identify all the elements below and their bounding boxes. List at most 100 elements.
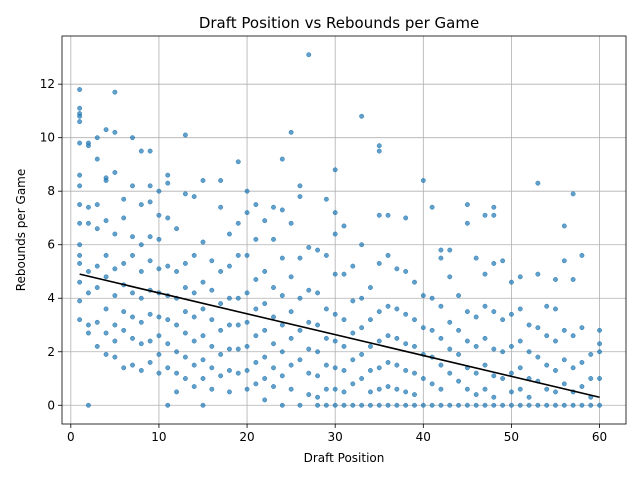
x-tick-label: 40 — [416, 430, 431, 444]
data-point — [491, 204, 497, 210]
data-point — [403, 269, 409, 274]
data-point — [156, 212, 162, 218]
data-point — [262, 218, 268, 224]
data-point — [253, 277, 259, 282]
data-point — [77, 252, 83, 258]
data-point — [182, 354, 188, 360]
data-point — [376, 338, 382, 344]
data-point — [209, 343, 215, 349]
data-point — [77, 172, 83, 178]
data-point — [112, 322, 118, 328]
data-point — [218, 301, 224, 307]
data-point — [482, 303, 488, 309]
data-point — [420, 376, 426, 381]
data-point — [94, 263, 100, 269]
data-point — [447, 346, 453, 352]
data-point — [332, 365, 338, 371]
data-point — [156, 236, 162, 242]
data-point — [174, 389, 180, 395]
data-point — [359, 325, 365, 331]
data-point — [561, 327, 567, 333]
data-point — [420, 325, 426, 331]
data-point — [253, 381, 259, 387]
data-point — [394, 386, 400, 392]
y-axis-label: Rebounds per Game — [14, 169, 28, 292]
data-point — [359, 402, 365, 408]
data-point — [323, 306, 329, 312]
data-point — [376, 212, 382, 218]
data-point — [526, 402, 532, 408]
data-point — [165, 263, 171, 269]
data-point — [394, 402, 400, 408]
data-point — [182, 330, 188, 336]
data-point — [332, 231, 338, 237]
data-point — [235, 346, 241, 352]
data-point — [456, 402, 462, 408]
data-point — [244, 252, 250, 258]
data-point — [544, 386, 550, 392]
data-point — [297, 255, 303, 261]
data-point — [165, 402, 171, 408]
data-point — [94, 343, 100, 349]
data-point — [147, 311, 153, 317]
data-point — [367, 389, 373, 395]
data-point — [429, 295, 435, 301]
data-point — [553, 338, 558, 344]
data-point — [332, 311, 338, 317]
data-point — [156, 351, 162, 357]
data-point — [306, 319, 312, 325]
data-point — [517, 306, 523, 312]
data-point — [376, 260, 382, 266]
data-point — [218, 204, 224, 210]
data-point — [262, 376, 268, 381]
data-point — [235, 322, 241, 328]
data-point — [103, 330, 109, 336]
data-point — [200, 357, 206, 363]
y-axis-ticks: 0 2 4 6 8 10 12 — [40, 77, 62, 412]
data-point — [376, 148, 382, 154]
data-point — [288, 220, 294, 226]
data-point — [130, 335, 135, 341]
data-point — [156, 370, 162, 376]
data-point — [209, 258, 215, 264]
data-point — [597, 376, 603, 381]
data-point — [165, 215, 171, 221]
data-point — [165, 172, 171, 178]
data-point — [350, 381, 356, 387]
data-point — [209, 386, 215, 392]
data-point — [85, 204, 91, 210]
data-point — [226, 368, 232, 373]
data-point — [456, 351, 462, 357]
data-point — [341, 343, 347, 349]
data-point — [544, 303, 550, 309]
data-point — [315, 322, 321, 328]
data-point — [77, 317, 83, 323]
data-point — [94, 156, 100, 162]
data-point — [77, 140, 83, 146]
data-point — [165, 180, 171, 186]
data-point — [253, 333, 259, 339]
data-point — [376, 143, 382, 149]
data-point — [174, 370, 180, 376]
data-point — [77, 119, 83, 125]
data-point — [570, 402, 576, 408]
x-axis-label: Draft Position — [304, 451, 385, 465]
data-point — [182, 309, 188, 315]
data-point — [473, 255, 479, 261]
data-point — [429, 381, 435, 387]
data-point — [112, 338, 118, 344]
data-point — [279, 349, 285, 355]
data-point — [535, 402, 541, 408]
data-point — [112, 231, 118, 237]
y-tick-label: 12 — [40, 77, 55, 91]
data-point — [94, 135, 100, 141]
data-point — [579, 360, 585, 365]
data-point — [412, 279, 417, 285]
data-point — [121, 196, 127, 202]
data-point — [570, 365, 576, 371]
data-point — [77, 105, 83, 111]
data-point — [482, 212, 488, 218]
data-point — [526, 394, 532, 400]
data-point — [200, 402, 206, 408]
data-point — [200, 239, 206, 245]
